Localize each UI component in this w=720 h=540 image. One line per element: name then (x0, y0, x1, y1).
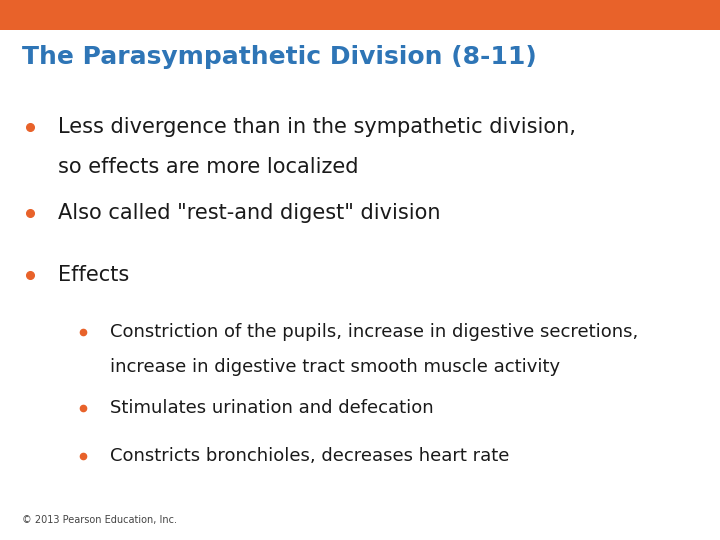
Bar (0, 0, 720, 30)
Text: The Parasympathetic Division (8-11): The Parasympathetic Division (8-11) (22, 45, 536, 69)
Text: Also called "rest-and digest" division: Also called "rest-and digest" division (58, 203, 440, 224)
Text: Constricts bronchioles, decreases heart rate: Constricts bronchioles, decreases heart … (110, 447, 510, 465)
Text: Effects: Effects (58, 265, 129, 286)
Text: Less divergence than in the sympathetic division,: Less divergence than in the sympathetic … (58, 117, 575, 137)
Text: Constriction of the pupils, increase in digestive secretions,: Constriction of the pupils, increase in … (110, 323, 639, 341)
Text: © 2013 Pearson Education, Inc.: © 2013 Pearson Education, Inc. (22, 515, 176, 525)
Text: Stimulates urination and defecation: Stimulates urination and defecation (110, 399, 433, 417)
Text: so effects are more localized: so effects are more localized (58, 157, 358, 178)
Text: increase in digestive tract smooth muscle activity: increase in digestive tract smooth muscl… (110, 358, 560, 376)
